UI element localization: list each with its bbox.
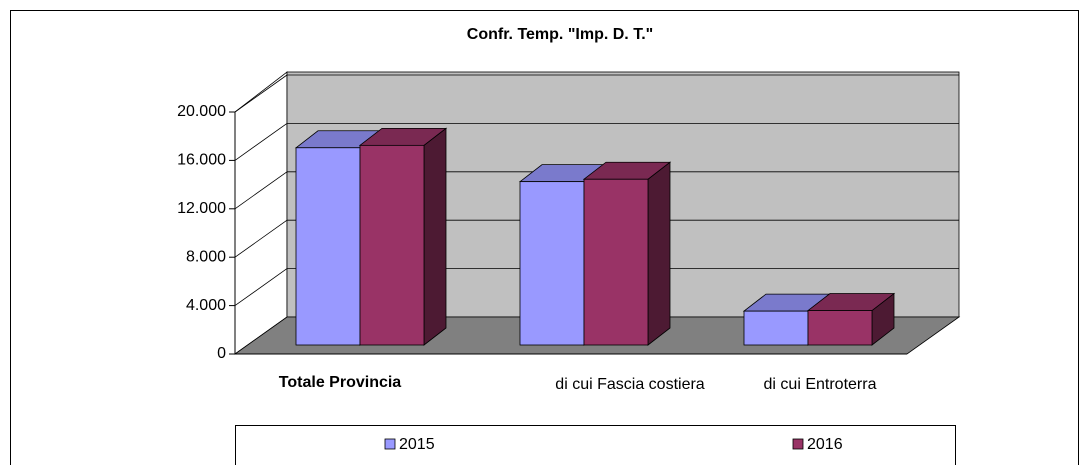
x-tick-label: di cui Entroterra <box>764 376 877 393</box>
y-tick-label: 0 <box>217 345 226 362</box>
bar-side <box>647 161 671 346</box>
legend-label: 2016 <box>807 436 843 453</box>
y-tick-label: 4.000 <box>186 297 226 314</box>
legend-box <box>235 425 956 465</box>
grid-line <box>234 171 288 210</box>
y-tick-label: 16.000 <box>177 152 226 169</box>
legend-label: 2015 <box>399 436 435 453</box>
bar-front <box>743 310 809 346</box>
bar <box>582 161 672 346</box>
grid-line <box>234 268 288 306</box>
grid-line <box>234 123 288 161</box>
legend-swatch <box>792 438 804 450</box>
x-tick-label: Totale Provincia <box>279 374 402 391</box>
grid-line <box>234 219 288 258</box>
y-tick-label: 12.000 <box>177 200 226 217</box>
legend-swatch <box>384 438 396 450</box>
x-tick-label: di cui Fascia costiera <box>555 376 704 393</box>
bar <box>358 127 448 346</box>
bar-front <box>519 181 585 346</box>
bar-front <box>583 178 649 346</box>
bar <box>806 292 896 346</box>
bar-front <box>359 144 425 346</box>
chart-title: Confr. Temp. "Imp. D. T." <box>467 26 653 43</box>
side-wall <box>234 71 288 355</box>
bar-front <box>807 310 873 346</box>
grid-line <box>234 74 288 113</box>
bar-front <box>295 147 361 346</box>
y-tick-label: 8.000 <box>186 248 226 265</box>
bar-side <box>423 127 447 346</box>
y-tick-label: 20.000 <box>177 103 226 120</box>
